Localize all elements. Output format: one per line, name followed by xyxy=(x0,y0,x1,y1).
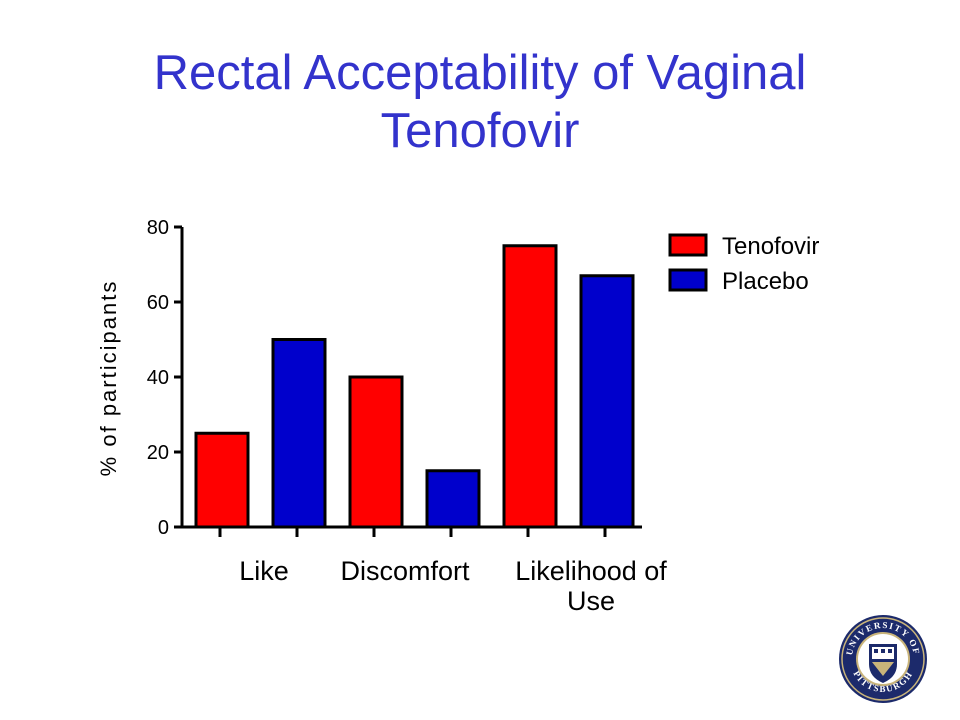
legend-swatch-placebo xyxy=(668,268,708,292)
bar-placebo-1 xyxy=(425,469,481,529)
y-tick-label-20: 20 xyxy=(147,442,169,464)
y-tick-label-40: 40 xyxy=(147,367,169,389)
legend-label-placebo: Placebo xyxy=(722,268,809,295)
slide-title-line-2: Tenofovir xyxy=(380,104,580,158)
slide-title-line-1: Rectal Acceptability of Vaginal xyxy=(153,46,807,100)
bar-tenofovir-2 xyxy=(502,244,558,529)
legend-label-tenofovir: Tenofovir xyxy=(722,233,819,260)
bar-placebo-2 xyxy=(579,274,635,529)
x-category-label-2-line-1: Use xyxy=(567,586,615,616)
y-axis-label: % of participants xyxy=(96,280,121,477)
x-category-label-0-line-0: Like xyxy=(239,556,289,586)
bar-placebo-0 xyxy=(271,338,327,529)
x-category-label-1-line-0: Discomfort xyxy=(340,556,470,586)
x-category-label-2-line-0: Likelihood of xyxy=(515,556,667,586)
university-seal-logo: UNIVERSITY OF PITTSBURGH xyxy=(839,615,927,703)
y-tick-label-80: 80 xyxy=(147,217,169,239)
legend-swatch-tenofovir xyxy=(668,233,708,257)
y-tick-label-60: 60 xyxy=(147,292,169,314)
bar-tenofovir-1 xyxy=(348,375,404,529)
y-tick-label-0: 0 xyxy=(158,517,169,539)
slide-title: Rectal Acceptability of Vaginal Tenofovi… xyxy=(0,44,960,160)
bar-tenofovir-0 xyxy=(194,431,250,529)
